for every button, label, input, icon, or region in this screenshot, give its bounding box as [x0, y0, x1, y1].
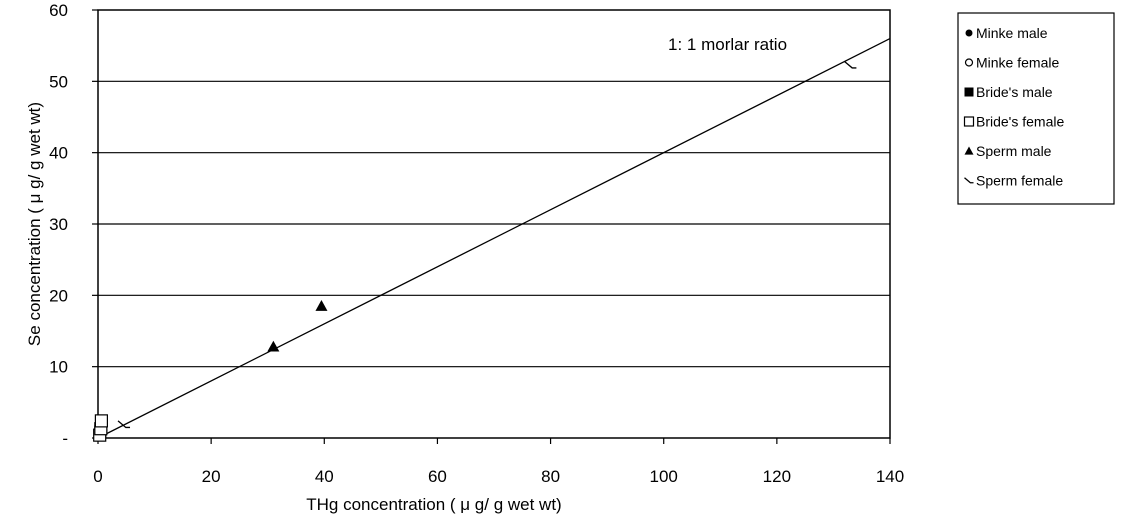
data-point [315, 300, 328, 311]
gridlines [98, 80, 890, 368]
legend-label: Minke female [976, 55, 1059, 71]
legend-marker [964, 177, 974, 184]
legend-label: Sperm male [976, 143, 1052, 159]
y-tick-label: 30 [49, 215, 68, 234]
legend-box [957, 12, 1115, 205]
x-tick-label: 120 [763, 467, 791, 486]
y-tick-label: 60 [49, 1, 68, 20]
data-points [93, 60, 857, 442]
data-point [94, 414, 108, 428]
legend-marker [963, 116, 975, 127]
x-tick-label: 100 [650, 467, 678, 486]
reference-line [97, 37, 891, 439]
y-axis-ticks: - 10 20 30 40 50 60 [49, 1, 98, 448]
reference-line-label: 1: 1 morlar ratio [668, 35, 787, 54]
x-axis-ticks: 0 20 40 60 80 100 120 140 [93, 438, 904, 486]
x-tick-label: 140 [876, 467, 904, 486]
legend-label: Sperm female [976, 173, 1063, 189]
legend-label: Bride's female [976, 114, 1064, 130]
legend: Minke male Minke female Bride's male Bride'… [957, 12, 1115, 205]
legend-marker [964, 146, 974, 155]
x-tick-label: 20 [202, 467, 221, 486]
reference-line-group [97, 37, 891, 439]
legend-marker [964, 58, 974, 67]
x-axis-title: THg concentration ( μ g/ g wet wt) [306, 495, 561, 514]
data-point [267, 340, 280, 352]
legend-items: Minke male Minke female Bride's male Bride'… [963, 25, 1064, 189]
legend-label: Bride's male [976, 84, 1053, 100]
data-point [117, 420, 131, 429]
legend-marker [964, 87, 974, 97]
data-point [843, 60, 857, 69]
y-tick-label: 20 [49, 286, 68, 305]
y-tick-label: 10 [49, 358, 68, 377]
y-axis-title: Se concentration ( μ g/ g wet wt) [25, 102, 44, 346]
x-tick-label: 40 [315, 467, 334, 486]
x-tick-label: 60 [428, 467, 447, 486]
legend-label: Minke male [976, 25, 1048, 41]
legend-marker [965, 29, 973, 37]
x-tick-label: 0 [93, 467, 102, 486]
y-tick-label: 40 [49, 144, 68, 163]
y-tick-label: - [62, 429, 68, 448]
y-tick-label: 50 [49, 72, 68, 91]
x-tick-label: 80 [541, 467, 560, 486]
